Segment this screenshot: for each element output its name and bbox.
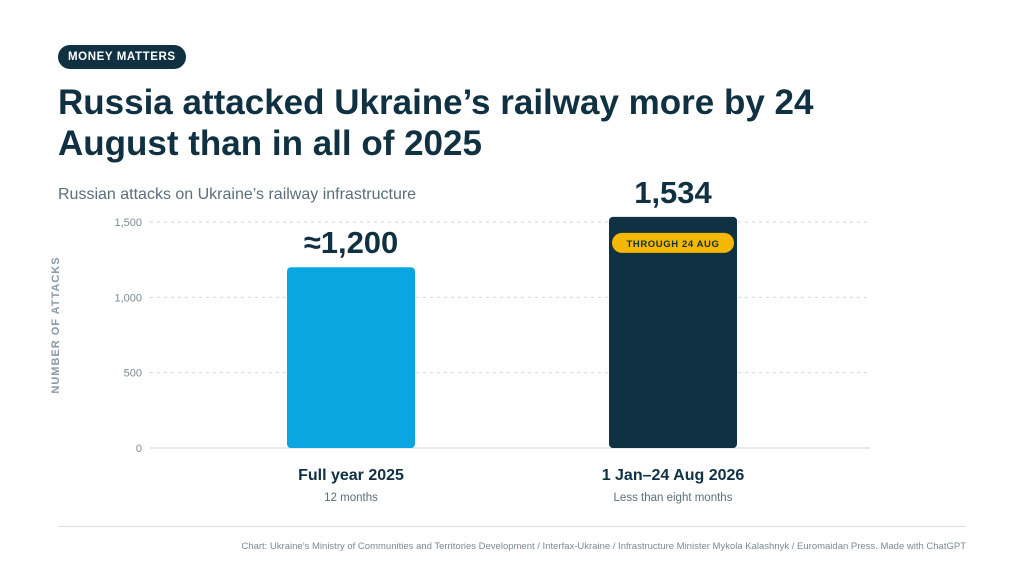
y-tick-label: 1,500 [114, 217, 142, 229]
annotation-label: THROUGH 24 AUG [626, 239, 719, 250]
value-label: ≈1,200 [304, 225, 399, 260]
chart-title: Russia attacked Ukraine’s railway more b… [58, 83, 814, 163]
bar [609, 216, 737, 448]
category-sublabel: Less than eight months [614, 492, 733, 504]
footer-divider [58, 526, 966, 527]
bar [287, 267, 415, 448]
y-tick-label: 500 [124, 368, 142, 380]
category-label: Full year 2025 [298, 467, 404, 484]
category-label: 1 Jan–24 Aug 2026 [602, 467, 745, 484]
chart-subtitle: Russian attacks on Ukraine’s railway inf… [58, 186, 417, 203]
y-tick-label: 1,000 [114, 292, 142, 304]
section-badge: MONEY MATTERS [58, 45, 186, 69]
source-note: Chart: Ukraine’s Ministry of Communities… [241, 541, 966, 552]
value-label: 1,534 [634, 175, 712, 210]
y-tick-label: 0 [136, 443, 142, 455]
annotation-pill [612, 232, 734, 253]
category-sublabel: 12 months [324, 492, 378, 504]
